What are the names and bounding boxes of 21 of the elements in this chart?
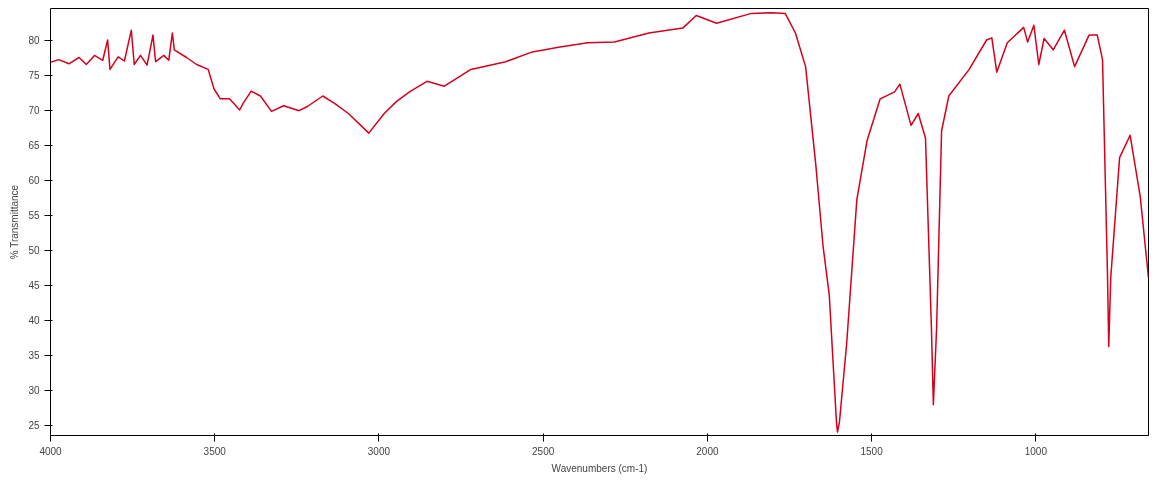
y-tick-label: 50 <box>28 245 40 256</box>
x-tick-label: 2500 <box>532 445 555 457</box>
x-tick-label: 4000 <box>39 445 63 457</box>
x-axis-title: Wavenumbers (cm-1) <box>551 462 648 474</box>
y-axis-title: % Transmittance <box>9 184 21 260</box>
y-tick-label: 30 <box>28 385 40 396</box>
y-tick-label: 80 <box>28 35 40 46</box>
y-tick-label: 60 <box>28 175 40 186</box>
y-tick-label: 75 <box>28 70 40 81</box>
x-tick-label: 1500 <box>860 445 884 457</box>
y-tick-label: 25 <box>28 420 40 431</box>
y-tick-label: 55 <box>28 210 40 221</box>
y-tick-label: 45 <box>28 280 40 291</box>
x-tick-label: 3000 <box>367 445 391 457</box>
y-tick-label: 70 <box>28 105 40 116</box>
y-tick-label: 40 <box>28 315 40 326</box>
x-tick-label: 3500 <box>203 445 227 457</box>
y-tick-label: 65 <box>28 140 40 151</box>
x-tick-label: 1000 <box>1024 445 1048 457</box>
y-tick-label: 35 <box>28 350 40 361</box>
x-tick-label: 2000 <box>696 445 719 457</box>
